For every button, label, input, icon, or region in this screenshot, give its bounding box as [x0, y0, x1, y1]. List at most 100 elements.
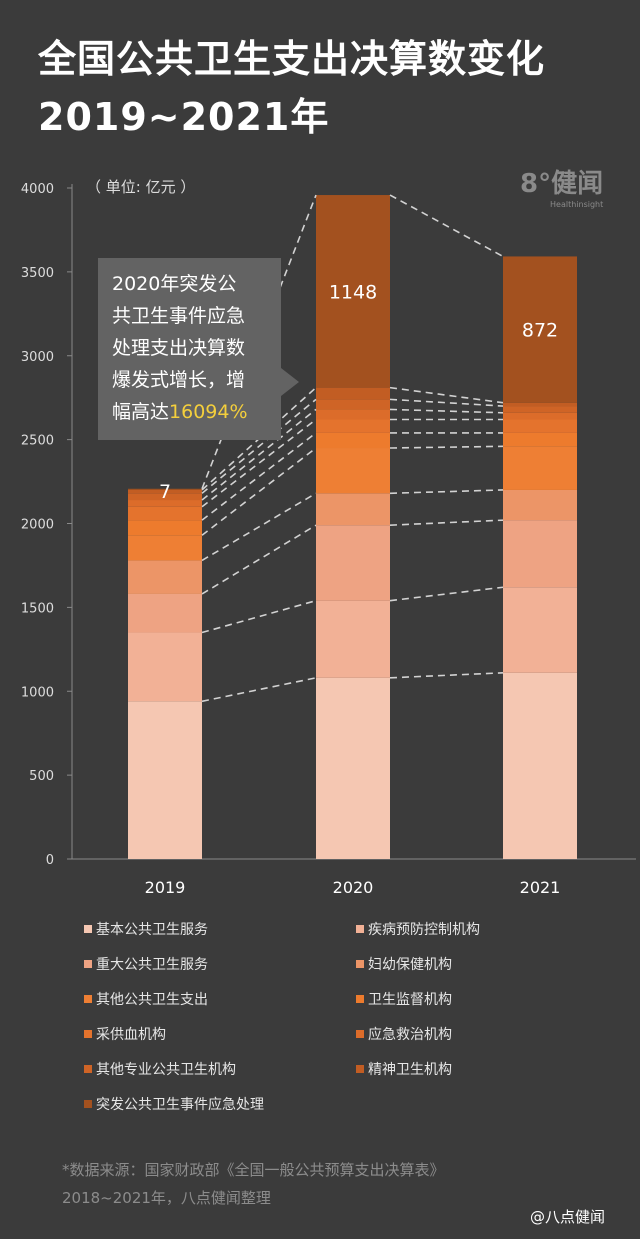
bar-segment	[316, 409, 390, 420]
connector-line	[389, 586, 504, 602]
bar-segment	[503, 446, 577, 490]
y-tick-label: 1000	[21, 685, 54, 700]
connector-line	[201, 677, 317, 703]
legend-swatch	[356, 1064, 364, 1073]
legend-label: 基本公共卫生服务	[96, 921, 208, 938]
bar-segment	[503, 587, 577, 673]
callout-line: 爆发式增长，增	[112, 369, 246, 391]
bar-segment	[128, 701, 202, 859]
connector-line	[201, 492, 317, 562]
callout-arrow	[281, 368, 299, 396]
connector-line	[201, 524, 317, 595]
data-source-note: *数据来源：国家财政部《全国一般公共预算支出决算表》 2018~2021年，八点…	[62, 1156, 445, 1212]
legend-swatch	[356, 959, 364, 968]
connector-line	[389, 519, 504, 526]
y-tick-label: 0	[46, 853, 54, 868]
y-tick-label: 3000	[21, 350, 54, 365]
connector-line	[201, 408, 317, 501]
chart-legend: 基本公共卫生服务 疾病预防控制机构重大公共卫生服务 妇幼保健机构其他公共卫生支出 卫生…	[84, 918, 604, 1114]
legend-item: 突发公共卫生事件应急处理	[84, 1093, 356, 1114]
connector-line	[389, 445, 504, 449]
legend-swatch	[84, 924, 92, 933]
legend-swatch	[356, 924, 364, 933]
bar-segment	[503, 419, 577, 433]
title-line-1: 全国公共卫生支出决算数变化	[38, 37, 546, 81]
unit-label: （ 单位: 亿元 ）	[86, 178, 196, 196]
bar-segment	[316, 448, 390, 494]
legend-item: 妇幼保健机构	[356, 953, 604, 974]
source-line-2: 2018~2021年，八点健闻整理	[62, 1189, 271, 1207]
bar-segment	[316, 387, 390, 400]
legend-label: 卫生监督机构	[368, 991, 452, 1008]
bar-segment	[316, 677, 390, 859]
x-tick-label: 2019	[145, 878, 186, 897]
connector-line	[201, 599, 317, 634]
callout-line: 处理支出决算数	[112, 337, 246, 359]
watermark: @八点健闻	[530, 1208, 606, 1226]
legend-label: 疾病预防控制机构	[368, 921, 480, 938]
callout-line-last: 幅高达16094%	[112, 396, 271, 428]
bar-segment	[128, 560, 202, 594]
legend-label: 其他专业公共卫生机构	[96, 1061, 236, 1078]
legend-item: 其他公共卫生支出	[84, 988, 356, 1009]
bar-segment	[503, 412, 577, 420]
legend-item: 重大公共卫生服务	[84, 953, 356, 974]
y-tick-label: 2500	[21, 434, 54, 449]
callout-line: 2020年突发公	[112, 273, 237, 295]
connector-line	[389, 408, 504, 414]
bar-segment	[128, 632, 202, 702]
legend-swatch	[84, 1029, 92, 1038]
bar-data-label: 1148	[329, 281, 377, 303]
legend-item: 精神卫生机构	[356, 1058, 604, 1079]
legend-swatch	[84, 994, 92, 1003]
y-tick-label: 1500	[21, 601, 54, 616]
brand-logo: 8°健闻 Healthinsight	[520, 169, 604, 209]
y-tick-label: 500	[29, 769, 54, 784]
callout-highlight: 16094%	[169, 401, 248, 423]
callout-line: 共卫生事件应急	[112, 305, 246, 327]
legend-swatch	[84, 1099, 92, 1108]
legend-item: 卫生监督机构	[356, 988, 604, 1009]
legend-label: 其他公共卫生支出	[96, 991, 208, 1008]
bar-segment	[128, 506, 202, 521]
bar-segment	[316, 399, 390, 410]
legend-item: 其他专业公共卫生机构	[84, 1058, 356, 1079]
x-tick-label: 2020	[333, 878, 374, 897]
legend-label: 应急救治机构	[368, 1026, 452, 1043]
bar-segment	[128, 493, 202, 501]
bar-segment	[503, 432, 577, 447]
bar-segment	[316, 493, 390, 526]
legend-item: 疾病预防控制机构	[356, 918, 604, 939]
x-tick-label: 2021	[520, 878, 561, 897]
bar-segment	[128, 488, 202, 490]
connector-line	[389, 398, 504, 407]
annotation-callout: 2020年突发公 共卫生事件应急 处理支出决算数 爆发式增长，增 幅高达1609…	[98, 258, 281, 440]
bar-data-label: 7	[159, 481, 171, 503]
title-line-2: 2019~2021年	[38, 95, 330, 139]
connector-line	[389, 194, 504, 258]
bar-segment	[316, 432, 390, 449]
legend-label: 妇幼保健机构	[368, 956, 452, 973]
stacked-bar-chart: 0 500 1000 1500 2000 2500 3000 3500 4000 2019 2020…	[21, 182, 636, 897]
y-tick-label: 4000	[21, 182, 54, 197]
legend-label: 精神卫生机构	[368, 1061, 452, 1078]
logo-text: 8°健闻	[520, 169, 604, 199]
legend-swatch	[356, 1029, 364, 1038]
legend-item: 基本公共卫生服务	[84, 918, 356, 939]
legend-swatch	[84, 959, 92, 968]
y-tick-label: 3500	[21, 266, 54, 281]
legend-item: 采供血机构	[84, 1023, 356, 1044]
bar-segment	[316, 419, 390, 433]
connector-line	[389, 489, 504, 495]
connector-line	[201, 447, 317, 536]
legend-item: 应急救治机构	[356, 1023, 604, 1044]
connector-line	[389, 671, 504, 679]
bar-segment	[128, 500, 202, 507]
legend-swatch	[356, 994, 364, 1003]
bar-segment	[316, 525, 390, 601]
legend-label: 重大公共卫生服务	[96, 956, 208, 973]
bar-segment	[503, 256, 577, 403]
chart-title: 全国公共卫生支出决算数变化 2019~2021年	[38, 30, 545, 146]
legend-swatch	[84, 1064, 92, 1073]
legend-label: 突发公共卫生事件应急处理	[96, 1096, 264, 1113]
